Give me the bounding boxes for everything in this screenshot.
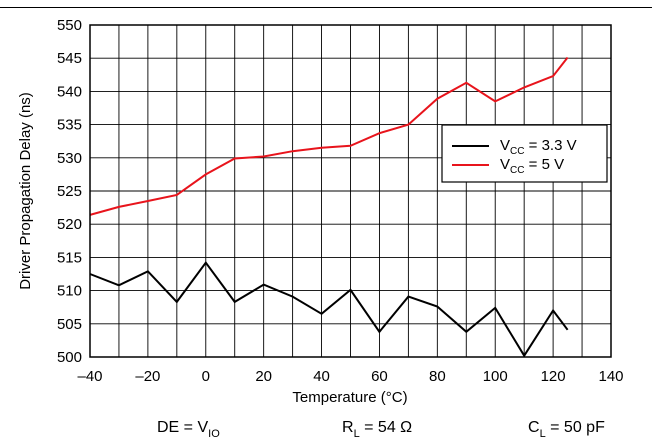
x-tick-label: 140 (598, 368, 623, 385)
legend-label-vcc5-rest: = 5 V (524, 156, 564, 173)
y-tick-labels: 500 505 510 515 520 525 530 535 540 545 550 (57, 17, 82, 366)
plot-frame (89, 24, 612, 358)
condition-rl-rest: = 54 Ω (360, 419, 412, 436)
series-line-vcc33 (89, 261, 569, 358)
legend-label-vcc33-sub: CC (510, 146, 524, 157)
y-tick-label: 540 (57, 83, 82, 100)
legend-label-vcc33: VCC = 3.3 V (500, 137, 577, 157)
x-tick-label: 100 (483, 368, 508, 385)
y-tick-label: 500 (57, 349, 82, 366)
y-tick-label: 505 (57, 316, 82, 333)
condition-de-sub: IO (208, 428, 220, 440)
legend-label-vcc5-sub: CC (510, 165, 524, 176)
condition-cl-main: C (528, 419, 540, 436)
x-tick-label: –20 (135, 368, 160, 385)
x-axis-title: Temperature (°C) (292, 389, 407, 406)
x-tick-label: 40 (313, 368, 330, 385)
condition-rl: RL = 54 Ω (342, 419, 412, 440)
series-line-vcc5 (89, 56, 569, 216)
x-tick-label: –40 (77, 368, 102, 385)
x-tick-label: 20 (255, 368, 272, 385)
x-tick-label: 80 (429, 368, 446, 385)
y-tick-label: 525 (57, 183, 82, 200)
condition-rl-sub: L (354, 428, 360, 440)
legend: VCC = 3.3 V VCC = 5 V (441, 124, 608, 183)
y-axis-title: Driver Propagation Delay (ns) (17, 92, 34, 290)
y-tick-label: 545 (57, 50, 82, 67)
condition-de-main: DE = V (157, 419, 208, 436)
y-tick-label: 530 (57, 150, 82, 167)
legend-label-vcc33-rest: = 3.3 V (524, 137, 576, 154)
grid (89, 24, 612, 358)
x-tick-label: 60 (371, 368, 388, 385)
x-tick-label: 0 (202, 368, 210, 385)
legend-box (441, 124, 608, 183)
legend-label-vcc5-main: V (500, 156, 510, 173)
y-tick-label: 550 (57, 17, 82, 34)
legend-label-vcc5: VCC = 5 V (500, 156, 564, 176)
condition-de: DE = VIO (157, 419, 220, 440)
condition-rl-main: R (342, 419, 354, 436)
y-tick-label: 535 (57, 117, 82, 134)
condition-cl-sub: L (540, 428, 546, 440)
y-tick-label: 510 (57, 283, 82, 300)
y-tick-label: 515 (57, 249, 82, 266)
x-tick-label: 120 (541, 368, 566, 385)
y-tick-label: 520 (57, 216, 82, 233)
condition-cl: CL = 50 pF (528, 419, 605, 440)
series-lines (89, 56, 569, 358)
x-tick-labels: –40 –20 0 20 40 60 80 100 120 140 (77, 368, 623, 385)
condition-cl-rest: = 50 pF (546, 419, 605, 436)
legend-label-vcc33-main: V (500, 137, 510, 154)
